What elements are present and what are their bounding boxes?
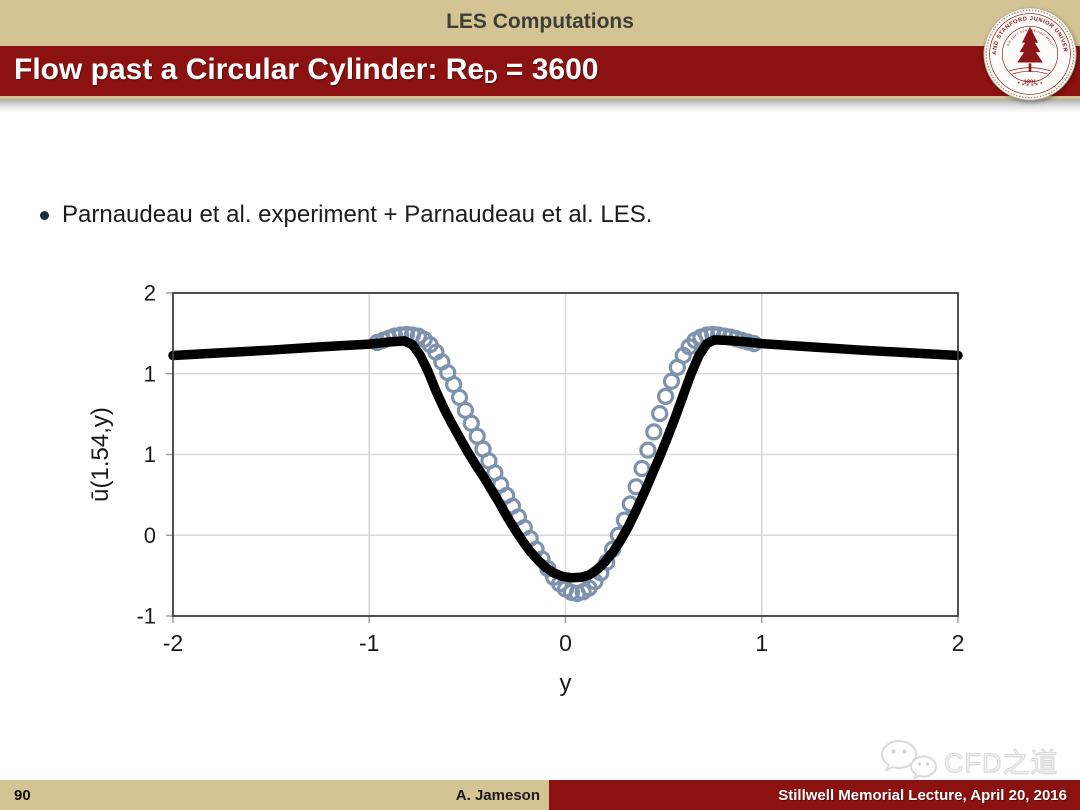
stanford-seal-icon: LELAND STANFORD JUNIOR UNIVERSITY DIE LU…	[983, 7, 1077, 101]
reynolds-subscript: D	[484, 66, 498, 88]
x-tick-label: 1	[755, 630, 768, 656]
title-text: Flow past a Circular Cylinder: Re	[14, 53, 485, 87]
title-band-shadow	[0, 99, 1080, 113]
plot-frame	[172, 292, 959, 617]
venue-text: Stillwell Memorial Lecture, April 20, 20…	[778, 786, 1067, 804]
x-tick-label: -1	[359, 630, 379, 656]
watermark: CFD之道	[880, 738, 1059, 782]
footer-left: 90 A. Jameson	[0, 780, 549, 810]
y-axis-title: ū(1.54,y)	[87, 407, 114, 502]
seal-stars: ✶ ✶ ✶ ✶ ✶ ✶	[1016, 80, 1044, 88]
title-banner: Flow past a Circular Cylinder: ReD = 360…	[0, 46, 1080, 96]
wechat-icon	[880, 739, 938, 781]
page-number: 90	[14, 786, 31, 804]
bullet-text: Parnaudeau et al. experiment + Parnaudea…	[62, 201, 653, 228]
les-curve	[168, 335, 963, 583]
seal-year: 1891	[1024, 80, 1037, 86]
y-tick-label: -1	[136, 604, 156, 629]
kicker-text: LES Computations	[446, 10, 634, 33]
seal-ground-line	[1009, 67, 1051, 72]
page-title: Flow past a Circular Cylinder: ReD = 360…	[0, 53, 599, 88]
bullet-item: Parnaudeau et al. experiment + Parnaudea…	[40, 201, 652, 229]
seal-ground-line2	[1012, 70, 1048, 75]
footer-right: Stillwell Memorial Lecture, April 20, 20…	[549, 780, 1080, 810]
x-tick-label: 0	[559, 630, 572, 656]
seal-tree-icon	[1017, 26, 1043, 72]
y-tick-label: 1	[144, 442, 156, 467]
author-name: A. Jameson	[455, 786, 540, 804]
velocity-profile-chart: 2 1 1 0 -1 -2 -1 0 1 2 y ū(1.54,y)	[87, 281, 965, 698]
y-tick-label: 0	[144, 523, 156, 548]
bullet-marker-icon	[40, 210, 49, 220]
x-tick-label: -2	[163, 630, 183, 656]
x-tick-label: 2	[952, 630, 965, 656]
title-value: = 3600	[497, 53, 599, 87]
watermark-text: CFD之道	[944, 747, 1059, 778]
y-tick-label: 2	[144, 281, 156, 306]
y-tick-label: 1	[144, 361, 156, 386]
x-axis-title: y	[560, 670, 572, 697]
